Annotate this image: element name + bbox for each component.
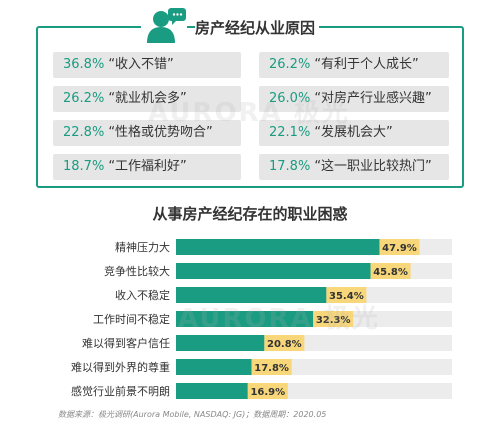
value-label: 20.8% bbox=[267, 339, 302, 350]
reason-item: 26.0% “对房产行业感兴趣” bbox=[259, 86, 449, 112]
bar bbox=[176, 287, 327, 303]
panel-title: 房产经纪从业原因 bbox=[195, 17, 320, 38]
category-label: 难以得到客户信任 bbox=[82, 336, 170, 350]
watermark-text-cn: 极光 bbox=[293, 98, 350, 128]
bar-chart: 精神压力大 47.9% 竞争性比较大 45.8% 收入不稳定 35.4% 工作时间不稳定 32… bbox=[71, 239, 452, 399]
reason-text: “对房产行业感兴趣” bbox=[314, 91, 432, 106]
value-label-bg bbox=[251, 359, 292, 375]
bar bbox=[176, 383, 248, 399]
value-label: 32.3% bbox=[316, 315, 351, 326]
reason-text: “有利于个人成长” bbox=[314, 57, 419, 72]
agent-icon bbox=[147, 8, 186, 43]
chart-watermark: AURORA 极光 bbox=[178, 298, 380, 335]
bar bbox=[176, 335, 265, 351]
value-label: 45.8% bbox=[373, 267, 408, 278]
reason-text: “发展机会大” bbox=[314, 125, 393, 140]
value-label-bg bbox=[370, 263, 411, 279]
reason-item: 26.2% “有利于个人成长” bbox=[259, 52, 449, 78]
reason-item: 36.8% “收入不错” bbox=[53, 52, 241, 78]
chart-watermark-text-cn: 极光 bbox=[323, 304, 380, 334]
reason-percent: 22.8% bbox=[63, 125, 105, 140]
bar bbox=[176, 239, 380, 255]
value-label-bg bbox=[247, 383, 288, 399]
value-label-bg bbox=[264, 335, 305, 351]
reason-percent: 17.8% bbox=[269, 159, 311, 174]
reason-item: 17.8% “这一职业比较热门” bbox=[259, 154, 449, 180]
reason-percent: 26.0% bbox=[269, 91, 311, 106]
watermark-text: AURORA bbox=[148, 98, 283, 128]
bar bbox=[176, 311, 314, 327]
category-label: 竞争性比较大 bbox=[104, 264, 170, 278]
bar bbox=[176, 359, 252, 375]
reason-text: “性格或优势吻合” bbox=[108, 125, 213, 140]
category-label: 工作时间不稳定 bbox=[93, 312, 170, 326]
reason-item: 22.8% “性格或优势吻合” bbox=[53, 120, 241, 146]
reason-text: “这一职业比较热门” bbox=[314, 159, 432, 174]
reason-percent: 36.8% bbox=[63, 57, 105, 72]
reason-text: “收入不错” bbox=[108, 57, 174, 72]
value-label-bg bbox=[313, 311, 354, 327]
chart-watermark-text: AURORA bbox=[178, 304, 313, 334]
category-label: 收入不稳定 bbox=[115, 288, 170, 302]
reason-item: 26.2% “就业机会多” bbox=[53, 86, 241, 112]
value-label: 16.9% bbox=[250, 387, 285, 398]
reason-text: “工作福利好” bbox=[108, 159, 187, 174]
reason-percent: 26.2% bbox=[63, 91, 105, 106]
category-label: 感觉行业前景不明朗 bbox=[71, 384, 170, 398]
reason-percent: 26.2% bbox=[269, 57, 311, 72]
value-label-bg bbox=[379, 239, 420, 255]
reason-percent: 18.7% bbox=[63, 159, 105, 174]
reason-text: “就业机会多” bbox=[108, 91, 187, 106]
source-note: 数据来源：极光调研(Aurora Mobile, NASDAQ: JG)；数据周… bbox=[58, 410, 327, 419]
value-label: 17.8% bbox=[254, 363, 289, 374]
category-label: 难以得到外界的尊重 bbox=[71, 360, 170, 374]
chart-title: 从事房产经纪存在的职业困惑 bbox=[152, 205, 348, 223]
bar bbox=[176, 263, 371, 279]
reason-item: 18.7% “工作福利好” bbox=[53, 154, 241, 180]
reason-percent: 22.1% bbox=[269, 125, 311, 140]
value-label: 35.4% bbox=[329, 291, 364, 302]
value-label: 47.9% bbox=[382, 243, 417, 254]
value-label-bg bbox=[326, 287, 367, 303]
reason-item: 22.1% “发展机会大” bbox=[259, 120, 449, 146]
watermark: AURORA 极光 bbox=[148, 92, 350, 129]
category-label: 精神压力大 bbox=[115, 240, 170, 254]
agent-badge bbox=[141, 5, 187, 49]
